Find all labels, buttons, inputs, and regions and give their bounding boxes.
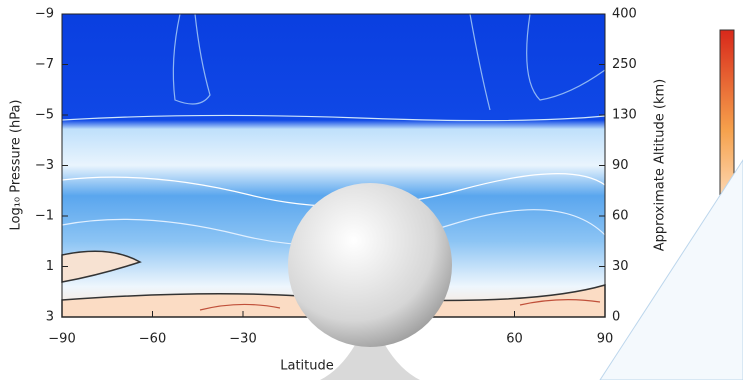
y-tick-label: −5 [35, 108, 54, 123]
x-tick-label: 90 [597, 332, 614, 347]
sphere-stand [320, 345, 420, 380]
y-axis-label: Log₁₀ Pressure (hPa) [9, 99, 24, 230]
y2-tick-label: 130 [612, 108, 637, 123]
y-tick-label: 1 [46, 259, 54, 274]
y-tick-label: −1 [35, 209, 54, 224]
x-tick-label: −30 [229, 332, 256, 347]
y2-axis-label: Approximate Altitude (km) [653, 79, 668, 251]
chart: Latitude Log₁₀ Pressure (hPa) Approximat… [0, 0, 743, 380]
sphere-occluder [288, 183, 452, 347]
y2-tick-label: 250 [612, 57, 637, 72]
y-tick-label: −7 [35, 57, 54, 72]
y-tick-label: −9 [35, 7, 54, 22]
x-tick-label: −60 [139, 332, 166, 347]
y2-tick-label: 60 [612, 209, 629, 224]
y-tick-label: 3 [46, 310, 54, 325]
x-tick-label: −90 [48, 332, 75, 347]
y2-tick-label: 30 [612, 259, 629, 274]
x-tick-label: 60 [506, 332, 523, 347]
y2-tick-label: 0 [612, 310, 620, 325]
x-axis-label: Latitude [280, 359, 334, 374]
y2-tick-label: 90 [612, 158, 629, 173]
y-tick-label: −3 [35, 158, 54, 173]
y2-tick-label: 400 [612, 7, 637, 22]
